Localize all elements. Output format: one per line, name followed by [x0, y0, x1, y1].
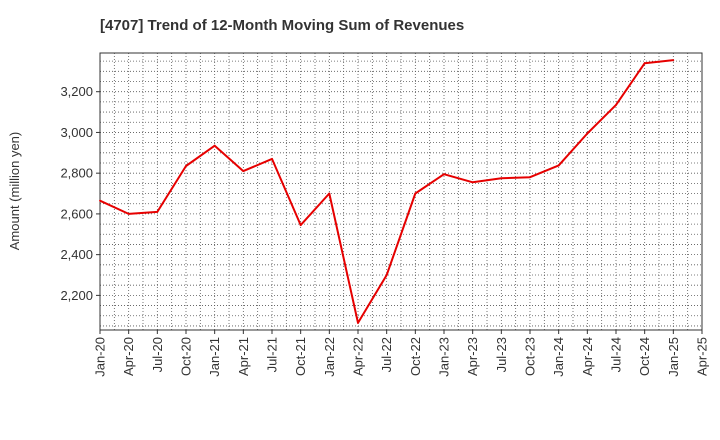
gridlines [100, 53, 702, 330]
x-tick-label: Jan-22 [322, 337, 337, 377]
data-point [500, 177, 503, 180]
data-point [557, 164, 560, 167]
data-point [529, 176, 531, 179]
data-point [99, 199, 101, 202]
chart-title: [4707] Trend of 12-Month Moving Sum of R… [100, 17, 464, 34]
y-tick-label: 3,200 [60, 84, 93, 99]
data-point [443, 173, 445, 176]
x-tick-label: Oct-24 [637, 337, 652, 376]
data-point [615, 104, 617, 106]
y-tick-label: 2,400 [60, 247, 93, 262]
data-point [242, 170, 245, 173]
x-tick-label: Apr-25 [695, 337, 710, 376]
series-layer [99, 59, 675, 324]
x-tick-label: Apr-23 [465, 337, 480, 376]
x-tick-label: Apr-22 [351, 337, 366, 376]
plot-area [99, 52, 703, 331]
x-tick-label: Jul-20 [150, 337, 165, 372]
data-point [471, 181, 474, 184]
x-tick-label: Oct-22 [408, 337, 423, 376]
data-point [385, 274, 388, 276]
x-tick-label: Oct-21 [293, 337, 308, 376]
y-axis-label: Amount (million yen) [7, 132, 22, 251]
y-tick-label: 2,200 [60, 288, 93, 303]
x-tick-label: Jan-20 [93, 337, 108, 377]
data-point [127, 213, 130, 215]
x-tick-label: Apr-24 [580, 337, 595, 376]
x-tick-label: Apr-21 [236, 337, 251, 376]
x-tick-label: Jan-21 [207, 337, 222, 377]
y-tick-label: 2,600 [60, 206, 93, 221]
data-point [271, 158, 273, 160]
x-tick-label: Jan-25 [666, 337, 681, 377]
y-axis-ticks: 2,200 2,400 2,600 2,800 3,000 3,200 [60, 84, 100, 303]
x-axis-ticks: Jan-20 Apr-20 Jul-20 Oct-20 Jan-21 Apr-21 Jul-… [93, 330, 710, 377]
x-tick-label: Jul-21 [265, 337, 280, 372]
data-point [586, 132, 589, 135]
y-tick-label: 3,000 [60, 125, 93, 140]
x-tick-label: Oct-20 [179, 337, 194, 376]
data-point [185, 165, 187, 167]
x-tick-label: Jan-24 [551, 337, 566, 377]
data-point [299, 224, 302, 227]
data-point [643, 62, 646, 65]
x-tick-label: Apr-20 [121, 337, 136, 376]
x-tick-label: Oct-23 [523, 337, 538, 376]
data-point [156, 210, 159, 213]
x-tick-label: Jul-22 [379, 337, 394, 372]
data-point [414, 192, 417, 195]
y-tick-label: 2,800 [60, 166, 93, 181]
x-tick-label: Jan-23 [437, 337, 452, 377]
data-point [213, 144, 216, 147]
x-tick-label: Jul-24 [609, 337, 624, 372]
data-point [357, 321, 359, 324]
data-point [672, 59, 675, 62]
x-tick-label: Jul-23 [494, 337, 509, 372]
data-point [328, 192, 331, 195]
